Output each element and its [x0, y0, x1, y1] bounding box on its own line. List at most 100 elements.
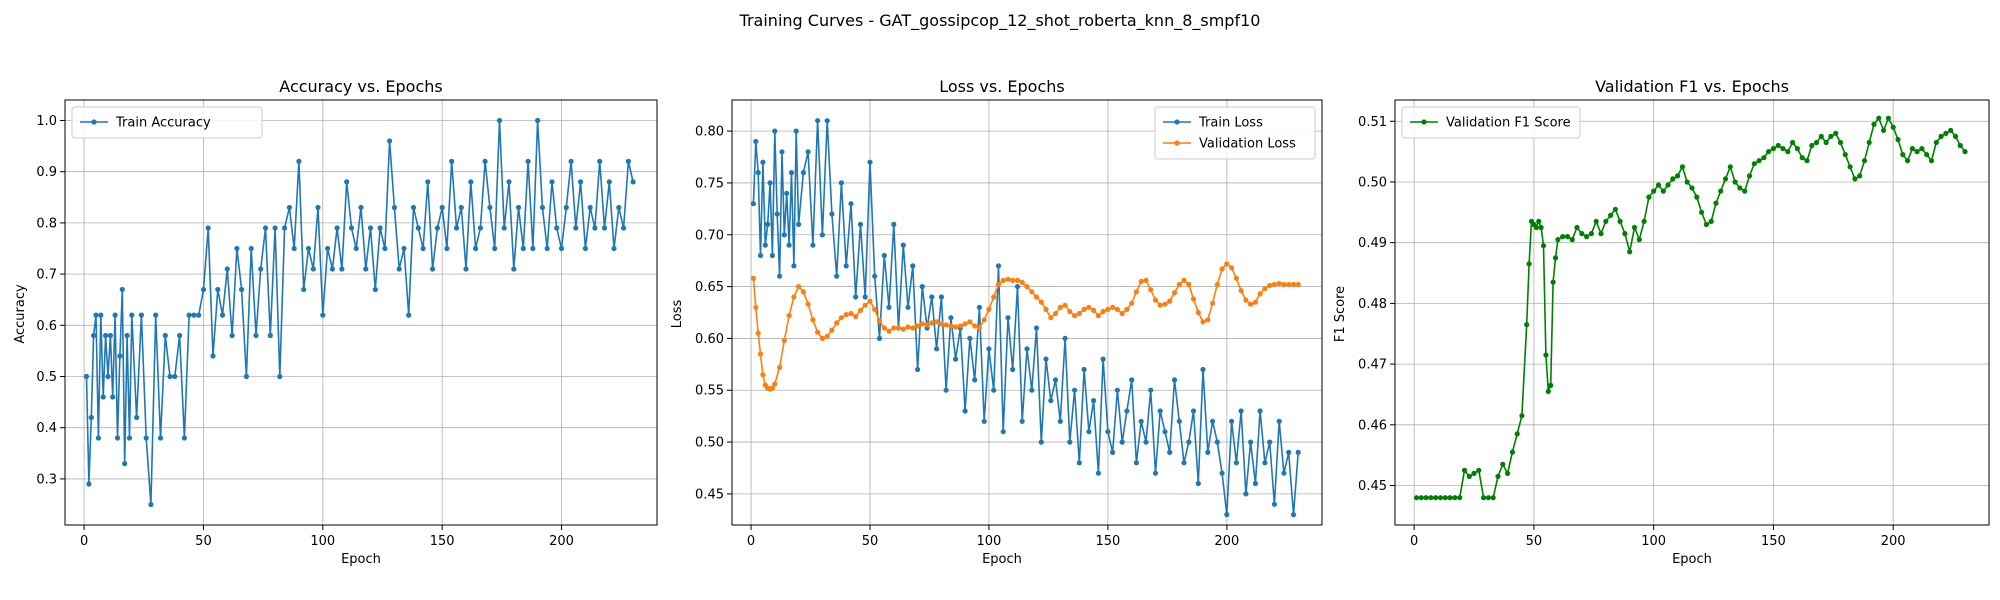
- accuracy-series-0-point: [329, 266, 335, 272]
- loss-series-1-point: [934, 319, 940, 325]
- accuracy-series-0-point: [143, 435, 149, 441]
- f1-series-0-point: [1641, 218, 1647, 224]
- loss-series-0-point: [938, 294, 945, 300]
- accuracy-series-0-point: [105, 373, 111, 380]
- f1-x-tick-label: 50: [1526, 534, 1543, 549]
- loss-series-0-point: [793, 128, 799, 134]
- accuracy-series-0-point: [563, 204, 569, 211]
- f1-series-0-point: [1588, 231, 1594, 237]
- loss-series-1-point: [1167, 298, 1173, 304]
- accuracy-series-0-point: [473, 245, 479, 252]
- loss-series-0-point: [1105, 429, 1111, 435]
- f1-series-0-point: [1847, 164, 1853, 170]
- accuracy-series-0-point: [191, 312, 197, 318]
- loss-series-0-point: [1243, 491, 1249, 497]
- loss-series-0-point: [800, 170, 807, 176]
- loss-series-1-point: [796, 284, 802, 290]
- loss-series-1-point: [1252, 299, 1258, 305]
- accuracy-series-0-point: [177, 332, 183, 339]
- loss-series-0-point: [1267, 439, 1273, 445]
- accuracy-series-0-point: [91, 332, 97, 339]
- loss-series-1-point: [943, 322, 949, 328]
- f1-panel-title: Validation F1 vs. Epochs: [1595, 77, 1789, 96]
- f1-y-axis-label: F1 Score: [1333, 286, 1348, 342]
- accuracy-series-0-point: [272, 225, 278, 231]
- loss-series-0-point: [772, 128, 778, 134]
- f1-series-0-point: [1828, 133, 1834, 139]
- loss-series-0-point: [900, 242, 906, 248]
- loss-series-0-point: [1091, 398, 1097, 404]
- f1-series-0-point: [1433, 495, 1439, 501]
- loss-series-1-point: [1114, 306, 1120, 312]
- f1-series-0-point: [1833, 130, 1839, 136]
- accuracy-series-0-point: [124, 332, 130, 339]
- loss-series-1-point: [834, 320, 840, 326]
- loss-series-1-point: [791, 294, 797, 300]
- accuracy-y-tick-label: 0.8: [36, 216, 57, 231]
- f1-series-0-point: [1490, 495, 1496, 501]
- f1-series-0-point: [1545, 388, 1551, 394]
- f1-series-0-point: [1505, 470, 1511, 476]
- accuracy-series-0-point: [167, 373, 173, 380]
- accuracy-panel-title: Accuracy vs. Epochs: [279, 77, 442, 96]
- accuracy-series-0-point: [606, 179, 612, 185]
- loss-series-0-point: [1281, 470, 1287, 476]
- f1-series-0-line: [1416, 117, 1966, 499]
- f1-series-0-point: [1785, 149, 1791, 155]
- f1-series-0-point: [1809, 142, 1815, 149]
- loss-series-0-point: [857, 221, 864, 227]
- accuracy-series-0-point: [611, 245, 617, 252]
- accuracy-series-0-point: [334, 225, 340, 231]
- loss-series-0-point: [1081, 366, 1087, 373]
- accuracy-series-0-point: [239, 286, 245, 293]
- loss-series-1-point: [1286, 281, 1292, 288]
- f1-series-0-point: [1608, 212, 1614, 218]
- loss-series-0-point: [876, 335, 883, 341]
- accuracy-series-0-point: [430, 266, 436, 272]
- loss-series-0-point: [774, 211, 780, 217]
- loss-series-0-point: [843, 263, 849, 269]
- loss-x-tick-label: 200: [1214, 534, 1239, 549]
- loss-series-0-point: [1171, 377, 1178, 383]
- accuracy-series-0-point: [86, 481, 92, 487]
- f1-series-0-point: [1790, 139, 1796, 146]
- accuracy-series-0-point: [148, 501, 154, 508]
- loss-series-0-point: [981, 418, 987, 424]
- loss-series-0-point: [1029, 387, 1035, 393]
- loss-series-1-point: [1086, 304, 1092, 310]
- accuracy-axes-frame: [64, 99, 658, 526]
- f1-series-0-point: [1457, 495, 1463, 501]
- accuracy-series-0-point: [339, 266, 345, 272]
- loss-series-1-point: [972, 323, 978, 329]
- loss-series-0-point: [777, 273, 783, 279]
- accuracy-series-0-point: [129, 312, 135, 318]
- loss-series-1-point: [1072, 313, 1078, 319]
- accuracy-series-0-point: [468, 179, 474, 185]
- accuracy-x-tick-label: 200: [549, 534, 574, 549]
- loss-series-1-point: [1152, 297, 1159, 303]
- f1-series-0-point: [1727, 164, 1733, 170]
- f1-series-0-point: [1861, 158, 1868, 164]
- f1-series-0-point: [1540, 243, 1547, 249]
- loss-series-0-point: [755, 170, 761, 176]
- loss-series-0-point: [815, 118, 821, 124]
- loss-series-0-point: [1152, 470, 1159, 476]
- loss-series-0-point: [1062, 335, 1068, 341]
- f1-series-0-point: [1514, 431, 1520, 437]
- accuracy-series-0-point: [153, 312, 159, 318]
- accuracy-series-0-point: [520, 245, 526, 252]
- f1-series-0-point: [1524, 322, 1530, 328]
- accuracy-series-0-point: [496, 117, 503, 124]
- f1-series-0-point: [1895, 136, 1901, 143]
- loss-series-1-point: [781, 337, 787, 344]
- loss-series-1-point: [1190, 296, 1197, 302]
- loss-series-0-point: [1095, 470, 1101, 476]
- f1-series-0-point: [1670, 176, 1676, 182]
- f1-series-0-point: [1538, 224, 1544, 231]
- accuracy-series-0-point: [348, 225, 355, 231]
- loss-series-1-point: [895, 325, 902, 331]
- loss-series-0-point: [1038, 439, 1044, 445]
- accuracy-series-0-point: [103, 332, 109, 339]
- loss-series-1-point: [995, 281, 1002, 288]
